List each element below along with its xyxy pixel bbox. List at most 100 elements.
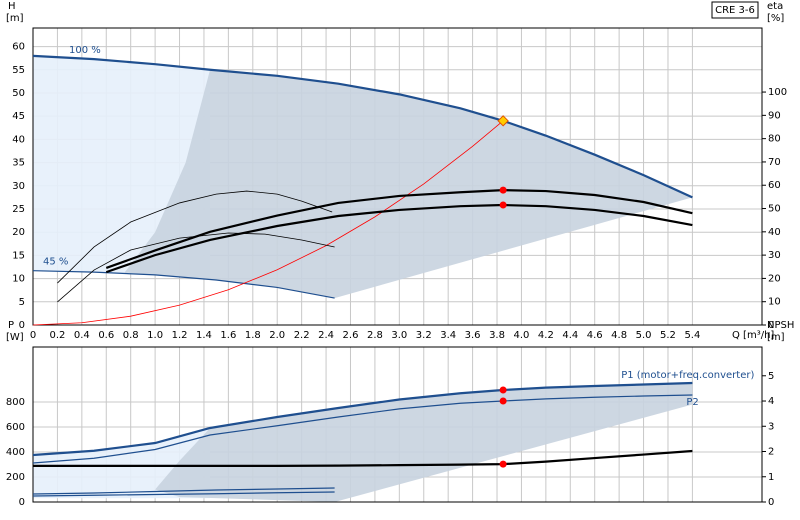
- y2-tick-label: 1: [768, 472, 774, 483]
- plot-frame: [32, 27, 763, 326]
- x-tick-label: 2.2: [294, 330, 310, 341]
- y-tick-label: 55: [12, 65, 25, 76]
- y2-axis-unit: [%]: [767, 13, 784, 24]
- y2-tick-label: 2: [768, 447, 774, 458]
- y2-tick-label: 30: [768, 250, 781, 261]
- y-tick-label: 20: [12, 227, 25, 238]
- curve: [32, 120, 504, 326]
- y2-tick-label: 0: [768, 320, 774, 331]
- y-tick-label: 35: [12, 158, 25, 169]
- y-tick-label: 45: [12, 111, 25, 122]
- x-tick-label: 3.8: [489, 330, 505, 341]
- y-tick-label: 0: [19, 320, 25, 331]
- x-tick-label: 4.6: [587, 330, 603, 341]
- x-tick-label: 0: [30, 330, 36, 341]
- y2-axis-unit: [m]: [767, 332, 785, 343]
- y-tick-label: 800: [6, 397, 25, 408]
- y2-tick-label: 4: [768, 396, 774, 407]
- x-tick-label: 5.4: [684, 330, 700, 341]
- x-tick-label: 2.0: [269, 330, 285, 341]
- y2-axis-label: NPSH: [767, 320, 794, 331]
- x-tick-label: 4.2: [538, 330, 554, 341]
- y2-tick-label: 20: [768, 273, 781, 284]
- y2-tick-label: 70: [768, 157, 781, 168]
- y2-tick-label: 0: [768, 497, 774, 508]
- duty-point: [497, 115, 509, 127]
- plot-frame: [32, 346, 763, 503]
- series-label: P2: [686, 397, 698, 408]
- x-tick-label: 4.8: [611, 330, 627, 341]
- curve: [32, 487, 335, 495]
- y2-tick-label: 100: [768, 87, 787, 98]
- x-tick-label: 3.0: [391, 330, 407, 341]
- y2-tick-label: 60: [768, 180, 781, 191]
- curve: [57, 190, 333, 284]
- y-tick-label: 5: [19, 297, 25, 308]
- y2-axis-label: eta: [767, 1, 783, 12]
- x-tick-label: 3.4: [440, 330, 456, 341]
- curve: [32, 270, 335, 299]
- x-tick-label: 1.2: [172, 330, 188, 341]
- y2-tick-label: 80: [768, 134, 781, 145]
- curve: [105, 189, 693, 269]
- x-tick-label: 1.8: [245, 330, 261, 341]
- operating-point: [499, 386, 507, 394]
- y-tick-label: 25: [12, 204, 25, 215]
- y-tick-label: 60: [12, 42, 25, 53]
- y-tick-label: 10: [12, 274, 25, 285]
- y-tick-label: 40: [12, 134, 25, 145]
- x-tick-label: 3.6: [465, 330, 481, 341]
- y-tick-label: 15: [12, 250, 25, 261]
- operating-region: [124, 69, 693, 299]
- y2-tick-label: 90: [768, 110, 781, 121]
- y-axis-unit: [m]: [6, 13, 24, 24]
- x-tick-label: 1.6: [220, 330, 236, 341]
- x-tick-label: 5.2: [660, 330, 676, 341]
- curve: [32, 394, 693, 464]
- y2-tick-label: 10: [768, 297, 781, 308]
- y2-tick-label: 50: [768, 204, 781, 215]
- x-tick-label: 0.2: [49, 330, 65, 341]
- operating-point: [499, 201, 507, 209]
- series-label: P1 (motor+freq.converter): [621, 370, 754, 381]
- product-box: [711, 1, 759, 19]
- y-tick-label: 400: [6, 447, 25, 458]
- x-tick-label: 0.4: [74, 330, 90, 341]
- x-tick-label: 5.0: [636, 330, 652, 341]
- x-axis-label: Q [m³/h]: [732, 330, 774, 341]
- y2-tick-label: 5: [768, 371, 774, 382]
- x-tick-label: 2.8: [367, 330, 383, 341]
- x-tick-label: 1.0: [147, 330, 163, 341]
- operating-region: [155, 383, 693, 502]
- y-tick-label: 0: [19, 497, 25, 508]
- y-tick-label: 50: [12, 88, 25, 99]
- y2-tick-label: 40: [768, 227, 781, 238]
- operating-point: [499, 397, 507, 405]
- x-tick-label: 2.6: [343, 330, 359, 341]
- y2-tick-label: 3: [768, 421, 774, 432]
- y-tick-label: 600: [6, 422, 25, 433]
- curve: [32, 381, 693, 457]
- y-axis-unit: [W]: [6, 332, 24, 343]
- x-tick-label: 0.8: [123, 330, 139, 341]
- x-tick-label: 4.0: [513, 330, 529, 341]
- y-tick-label: 30: [12, 181, 25, 192]
- curve: [57, 232, 335, 303]
- x-tick-label: 0.6: [98, 330, 114, 341]
- curve: [32, 491, 335, 497]
- x-tick-label: 1.4: [196, 330, 212, 341]
- series-label: 100 %: [69, 45, 101, 56]
- y-axis-label: P: [8, 320, 14, 331]
- x-tick-label: 3.2: [416, 330, 432, 341]
- series-label: 45 %: [43, 257, 68, 268]
- product-label: CRE 3-6: [715, 5, 755, 16]
- curve: [105, 203, 693, 274]
- x-tick-label: 2.4: [318, 330, 334, 341]
- operating-point: [499, 186, 507, 194]
- curve: [32, 54, 693, 199]
- y-axis-label: H: [8, 1, 16, 12]
- operating-point: [499, 460, 507, 468]
- y-tick-label: 200: [6, 472, 25, 483]
- x-tick-label: 4.4: [562, 330, 578, 341]
